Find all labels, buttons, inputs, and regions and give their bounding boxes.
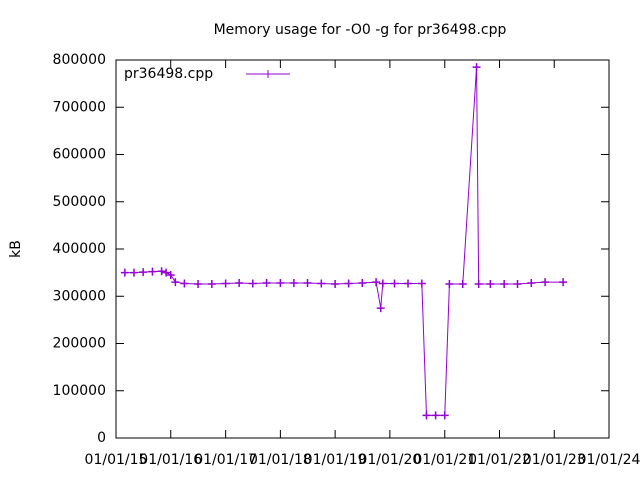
point-marker — [276, 279, 285, 288]
y-axis-label: kB — [8, 240, 24, 258]
point-marker — [221, 279, 230, 288]
point-marker — [120, 268, 129, 277]
point-marker — [344, 279, 353, 288]
point-marker — [303, 279, 312, 288]
point-marker — [390, 279, 399, 288]
y-tick-label: 200000 — [53, 336, 106, 352]
point-marker — [162, 268, 171, 277]
x-tick-label: 01/01/15 — [85, 452, 148, 468]
point-marker — [422, 411, 431, 420]
legend-marker — [264, 70, 272, 78]
point-marker — [157, 267, 166, 276]
point-marker — [180, 279, 189, 288]
point-marker — [148, 267, 157, 276]
x-tick-label: 01/01/16 — [139, 452, 202, 468]
y-tick-label: 100000 — [53, 383, 106, 399]
point-marker — [445, 279, 454, 288]
point-marker — [207, 279, 216, 288]
point-marker — [513, 279, 522, 288]
point-marker — [472, 63, 481, 72]
x-tick-label: 01/01/20 — [358, 452, 421, 468]
point-marker — [358, 279, 367, 288]
point-marker — [317, 279, 326, 288]
point-marker — [262, 279, 271, 288]
x-tick-label: 01/01/22 — [468, 452, 531, 468]
y-tick-label: 700000 — [53, 99, 106, 115]
point-marker — [474, 279, 483, 288]
point-marker — [500, 279, 509, 288]
y-tick-label: 800000 — [53, 52, 106, 68]
x-tick-label: 01/01/18 — [249, 452, 312, 468]
point-marker — [248, 279, 257, 288]
point-marker — [378, 279, 387, 288]
legend-label: pr36498.cpp — [124, 66, 213, 82]
point-marker — [129, 268, 138, 277]
point-marker — [527, 279, 536, 288]
plot-border — [115, 59, 610, 439]
point-marker — [235, 279, 244, 288]
point-marker — [559, 278, 568, 287]
point-marker — [458, 279, 467, 288]
x-tick-label: 01/01/23 — [523, 452, 586, 468]
point-marker — [139, 268, 148, 277]
x-tick-label: 01/01/24 — [578, 452, 640, 468]
x-tick-label: 01/01/17 — [194, 452, 257, 468]
y-tick-label: 400000 — [53, 241, 106, 257]
x-tick-label: 01/01/19 — [304, 452, 367, 468]
y-tick-label: 300000 — [53, 288, 106, 304]
point-marker — [440, 411, 449, 420]
chart-title: Memory usage for -O0 -g for pr36498.cpp — [214, 22, 507, 38]
point-marker — [194, 279, 203, 288]
point-marker — [372, 278, 381, 287]
point-marker — [404, 279, 413, 288]
point-marker — [171, 278, 180, 287]
point-marker — [431, 411, 440, 420]
point-marker — [541, 278, 550, 287]
y-tick-label: 0 — [97, 430, 106, 446]
point-marker — [166, 270, 175, 279]
point-marker — [376, 304, 385, 313]
point-marker — [331, 279, 340, 288]
point-marker — [289, 279, 298, 288]
point-marker — [417, 279, 426, 288]
y-tick-label: 500000 — [53, 194, 106, 210]
y-tick-label: 600000 — [53, 147, 106, 163]
point-marker — [486, 279, 495, 288]
x-tick-label: 01/01/21 — [413, 452, 476, 468]
